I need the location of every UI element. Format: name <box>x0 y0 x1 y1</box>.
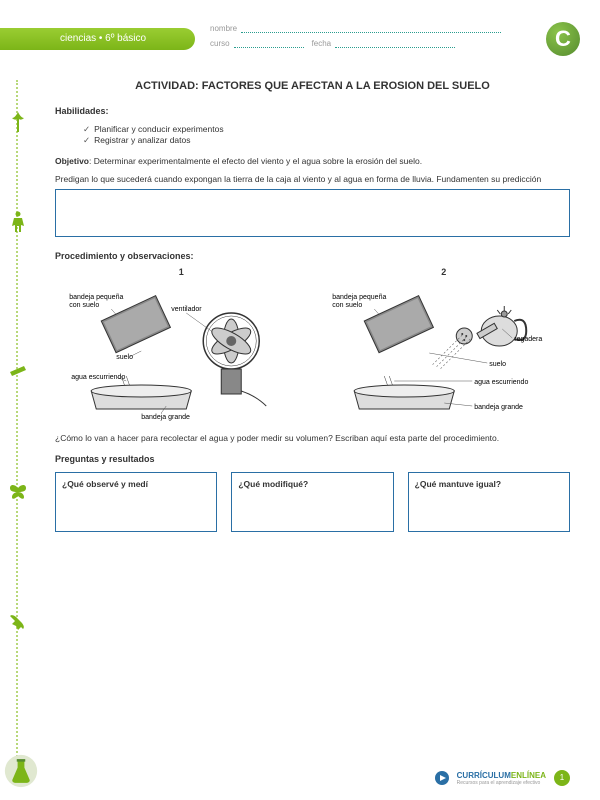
worksheet-header: ciencias • 6º básico nombre curso fecha … <box>0 20 600 60</box>
skills-label: Habilidades: <box>55 106 570 116</box>
diagram-1: 1 bandeja pequeña con suelo ventilador <box>55 267 308 423</box>
svg-text:bandeja pequeña: bandeja pequeña <box>332 294 386 301</box>
logo-part2: ENLÍNEA <box>511 771 546 780</box>
header-fields: nombre curso fecha <box>210 24 501 54</box>
label-a: bandeja pequeña <box>69 294 123 301</box>
diagram-1-svg: bandeja pequeña con suelo ventilador <box>55 281 308 421</box>
subject-badge: C <box>546 22 580 56</box>
diagram-number: 1 <box>55 267 308 277</box>
skill-text: Registrar y analizar datos <box>94 135 190 145</box>
svg-text:bandeja grande: bandeja grande <box>474 404 523 411</box>
box-modified[interactable]: ¿Qué modifiqué? <box>231 472 393 532</box>
results-label: Preguntas y resultados <box>55 454 570 464</box>
left-rail <box>4 80 44 780</box>
course-line[interactable] <box>234 40 304 48</box>
svg-text:suelo: suelo <box>489 361 506 368</box>
skill-item: ✓Registrar y analizar datos <box>83 135 570 146</box>
objective-text: : Determinar experimentalmente el efecto… <box>89 156 422 166</box>
flask-icon <box>4 754 38 788</box>
prediction-text: Predigan lo que sucederá cuando expongan… <box>55 174 570 185</box>
activity-title: ACTIVIDAD: FACTORES QUE AFECTAN A LA ERO… <box>55 80 570 92</box>
page-number: 1 <box>554 770 570 786</box>
box-observed[interactable]: ¿Qué observé y medí <box>55 472 217 532</box>
diagram-2-svg: bandeja pequeña con suelo regad <box>318 281 571 421</box>
footer-logo: CURRÍCULUMENLÍNEA Recursos para el apren… <box>457 770 546 786</box>
svg-text:regadera: regadera <box>514 336 542 343</box>
lizard-icon <box>6 610 30 634</box>
play-icon <box>435 771 449 785</box>
subject-bar: ciencias • 6º básico <box>0 28 195 50</box>
logo-part1: CURRÍCULUM <box>457 771 511 780</box>
objective-label: Objetivo <box>55 156 89 166</box>
person-icon <box>6 210 30 234</box>
name-label: nombre <box>210 24 237 33</box>
svg-text:ventilador: ventilador <box>171 306 202 313</box>
name-line[interactable] <box>241 25 501 33</box>
skill-item: ✓Planificar y conducir experimentos <box>83 124 570 135</box>
svg-text:bandeja grande: bandeja grande <box>141 414 190 421</box>
diagram-2: 2 bandeja pequeña con suelo <box>318 267 571 423</box>
diagrams-row: 1 bandeja pequeña con suelo ventilador <box>55 267 570 423</box>
prediction-box[interactable] <box>55 189 570 237</box>
diagram-number: 2 <box>318 267 571 277</box>
content: ACTIVIDAD: FACTORES QUE AFECTAN A LA ERO… <box>55 80 570 532</box>
telescope-icon <box>6 360 30 384</box>
results-boxes: ¿Qué observé y medí ¿Qué modifiqué? ¿Qué… <box>55 472 570 532</box>
skills-list: ✓Planificar y conducir experimentos ✓Reg… <box>83 124 570 146</box>
footer: CURRÍCULUMENLÍNEA Recursos para el apren… <box>435 770 570 786</box>
logo-subtitle: Recursos para el aprendizaje efectivo <box>457 780 546 786</box>
box-constant[interactable]: ¿Qué mantuve igual? <box>408 472 570 532</box>
rail-line <box>16 80 18 780</box>
plant-icon <box>6 110 30 134</box>
course-label: curso <box>210 39 230 48</box>
svg-text:suelo: suelo <box>116 354 133 361</box>
procedure-label: Procedimiento y observaciones: <box>55 251 570 261</box>
svg-text:agua escurriendo: agua escurriendo <box>474 379 528 386</box>
svg-text:con suelo: con suelo <box>69 302 99 309</box>
collection-question: ¿Cómo lo van a hacer para recolectar el … <box>55 433 570 444</box>
objective: Objetivo: Determinar experimentalmente e… <box>55 156 570 166</box>
date-label: fecha <box>312 39 332 48</box>
date-line[interactable] <box>335 40 455 48</box>
butterfly-icon <box>6 480 30 504</box>
svg-text:con suelo: con suelo <box>332 302 362 309</box>
skill-text: Planificar y conducir experimentos <box>94 124 223 134</box>
